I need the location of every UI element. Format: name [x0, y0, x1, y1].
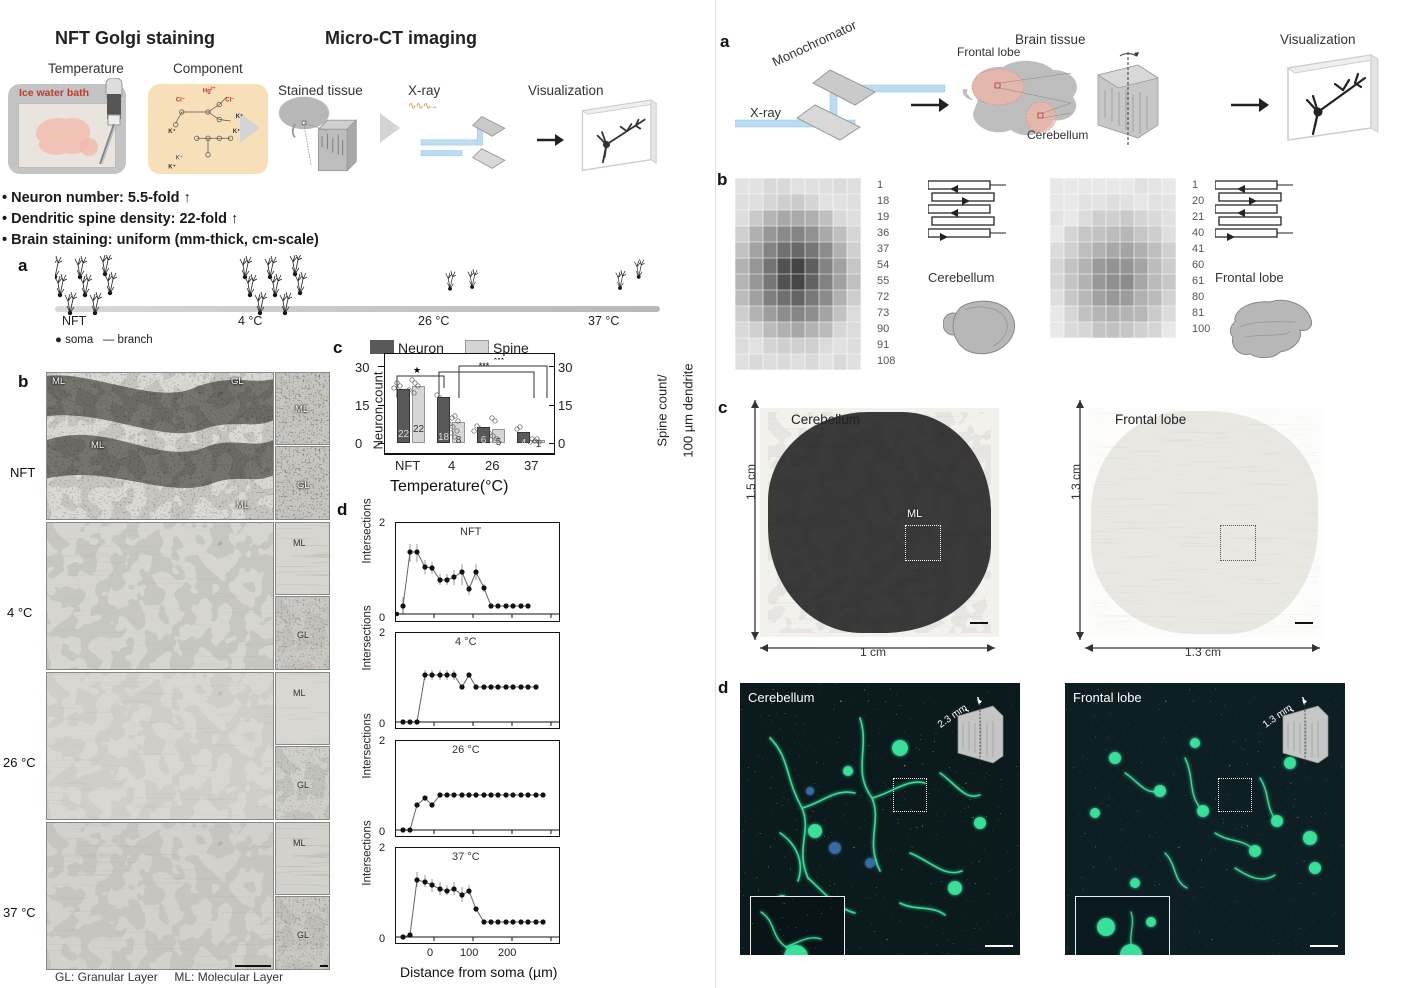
svg-text:54: 54 — [877, 259, 889, 271]
svg-text:100: 100 — [1192, 323, 1210, 335]
svg-text:81: 81 — [1192, 307, 1204, 319]
svg-text:Cl⁻: Cl⁻ — [225, 98, 234, 104]
svg-text:21: 21 — [1192, 211, 1204, 223]
svg-text:20: 20 — [1192, 195, 1204, 207]
svg-text:55: 55 — [877, 275, 889, 287]
svg-text:K⁺: K⁺ — [236, 113, 244, 120]
svg-text:1: 1 — [877, 179, 883, 191]
svg-text:Cl⁻: Cl⁻ — [176, 98, 185, 104]
svg-text:41: 41 — [1192, 243, 1204, 255]
svg-text:K⁺: K⁺ — [176, 154, 183, 161]
svg-text:K⁺: K⁺ — [168, 163, 176, 170]
svg-text:61: 61 — [1192, 275, 1204, 287]
svg-text:36: 36 — [877, 227, 889, 239]
svg-text:19: 19 — [877, 211, 889, 223]
svg-text:18: 18 — [877, 195, 889, 207]
svg-text:K⁺: K⁺ — [233, 128, 241, 135]
svg-text:73: 73 — [877, 307, 889, 319]
svg-text:40: 40 — [1192, 227, 1204, 239]
svg-text:108: 108 — [877, 355, 895, 367]
svg-text:37: 37 — [877, 243, 889, 255]
svg-text:60: 60 — [1192, 259, 1204, 271]
svg-text:91: 91 — [877, 339, 889, 351]
svg-text:80: 80 — [1192, 291, 1204, 303]
svg-text:2+: 2+ — [210, 86, 216, 91]
svg-text:K⁺: K⁺ — [168, 128, 176, 135]
svg-text:72: 72 — [877, 291, 889, 303]
svg-text:1: 1 — [1192, 179, 1198, 191]
svg-text:90: 90 — [877, 323, 889, 335]
